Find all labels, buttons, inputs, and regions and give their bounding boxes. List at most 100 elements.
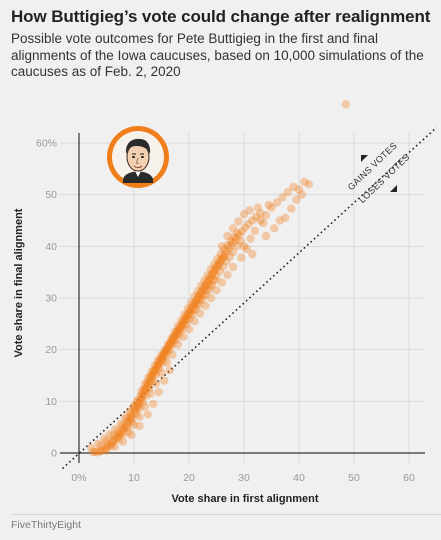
simulation-point (211, 275, 220, 285)
simulation-point (272, 198, 282, 207)
x-tick-label: 50 (348, 472, 360, 484)
simulation-point (110, 435, 119, 445)
simulation-point (132, 403, 141, 412)
simulation-point (248, 216, 257, 225)
simulation-point (86, 443, 96, 452)
simulation-point (167, 336, 177, 345)
simulation-point (194, 300, 204, 309)
simulation-point (207, 280, 217, 290)
simulation-point (113, 427, 123, 436)
simulation-point (156, 355, 165, 364)
simulation-point (212, 286, 221, 295)
simulation-point (193, 287, 202, 296)
simulation-point (154, 355, 163, 365)
simulation-point (116, 419, 126, 429)
simulation-point (228, 224, 238, 233)
simulation-point (123, 418, 133, 428)
simulation-point (115, 431, 124, 440)
simulation-point (185, 310, 195, 319)
simulation-point (133, 397, 142, 407)
simulation-point (91, 447, 100, 456)
simulation-point (145, 376, 155, 385)
loses-arrow-icon (390, 185, 397, 192)
simulation-point (194, 292, 203, 302)
simulation-point (199, 290, 208, 300)
y-tick-label: 50 (45, 189, 57, 201)
simulation-point (189, 305, 198, 314)
simulation-point (96, 441, 106, 450)
simulation-point (246, 234, 255, 243)
simulation-point (174, 325, 183, 334)
simulation-point (187, 303, 196, 312)
simulation-point (171, 335, 180, 345)
simulation-point (192, 300, 201, 309)
simulation-point (248, 249, 257, 259)
simulation-point (100, 434, 109, 443)
x-tick-label: 40 (293, 472, 305, 484)
simulation-point (151, 365, 160, 374)
simulation-point (212, 271, 221, 280)
simulation-point (200, 281, 210, 291)
simulation-point (107, 441, 117, 450)
simulation-point (229, 232, 239, 242)
simulation-point (157, 350, 166, 359)
simulation-point (124, 428, 133, 437)
simulation-point (144, 379, 153, 388)
simulation-point (169, 334, 178, 343)
simulation-point (213, 254, 222, 263)
simulation-point (204, 285, 213, 294)
simulation-point (138, 398, 147, 407)
simulation-point (207, 271, 216, 280)
simulation-point (180, 314, 190, 323)
simulation-point (256, 216, 265, 225)
simulation-point (195, 295, 205, 305)
simulation-point (159, 351, 168, 361)
simulation-point (218, 262, 228, 271)
simulation-point (154, 359, 163, 368)
simulation-point (275, 216, 284, 225)
simulation-point (154, 387, 163, 397)
simulation-point (214, 260, 223, 270)
simulation-point (229, 237, 238, 246)
simulation-point (259, 218, 268, 228)
simulation-point (184, 324, 194, 334)
simulation-point (149, 399, 158, 409)
simulation-point (163, 339, 173, 349)
simulation-point (148, 371, 157, 381)
simulation-point (146, 389, 155, 398)
simulation-point (190, 292, 199, 301)
simulation-point (183, 310, 192, 320)
simulation-point (237, 253, 246, 262)
simulation-point (151, 379, 161, 388)
simulation-point (118, 437, 128, 446)
simulation-point (128, 411, 137, 420)
simulation-point (160, 376, 169, 385)
simulation-point (121, 413, 130, 423)
simulation-point (101, 443, 111, 452)
simulation-point (190, 317, 199, 326)
simulation-point (202, 286, 211, 295)
simulation-point (160, 349, 169, 358)
simulation-point (297, 190, 306, 199)
simulation-point (157, 368, 166, 378)
simulation-point (145, 384, 154, 393)
simulation-point (256, 209, 265, 218)
simulation-point (107, 438, 116, 447)
simulation-point (165, 346, 174, 355)
simulation-point (223, 231, 232, 241)
simulation-point (283, 187, 293, 197)
simulation-point (92, 448, 101, 457)
y-tick-label: 30 (45, 293, 57, 305)
simulation-point (162, 346, 171, 355)
simulation-point (198, 285, 207, 294)
simulation-point (147, 367, 156, 376)
simulation-point (193, 294, 202, 304)
simulation-point (126, 415, 135, 424)
simulation-point (215, 266, 224, 276)
footer-divider (11, 514, 441, 515)
simulation-point (195, 291, 204, 300)
simulation-point (163, 343, 172, 353)
simulation-point (141, 385, 150, 394)
simulation-point (217, 278, 227, 287)
simulation-point (143, 378, 152, 387)
